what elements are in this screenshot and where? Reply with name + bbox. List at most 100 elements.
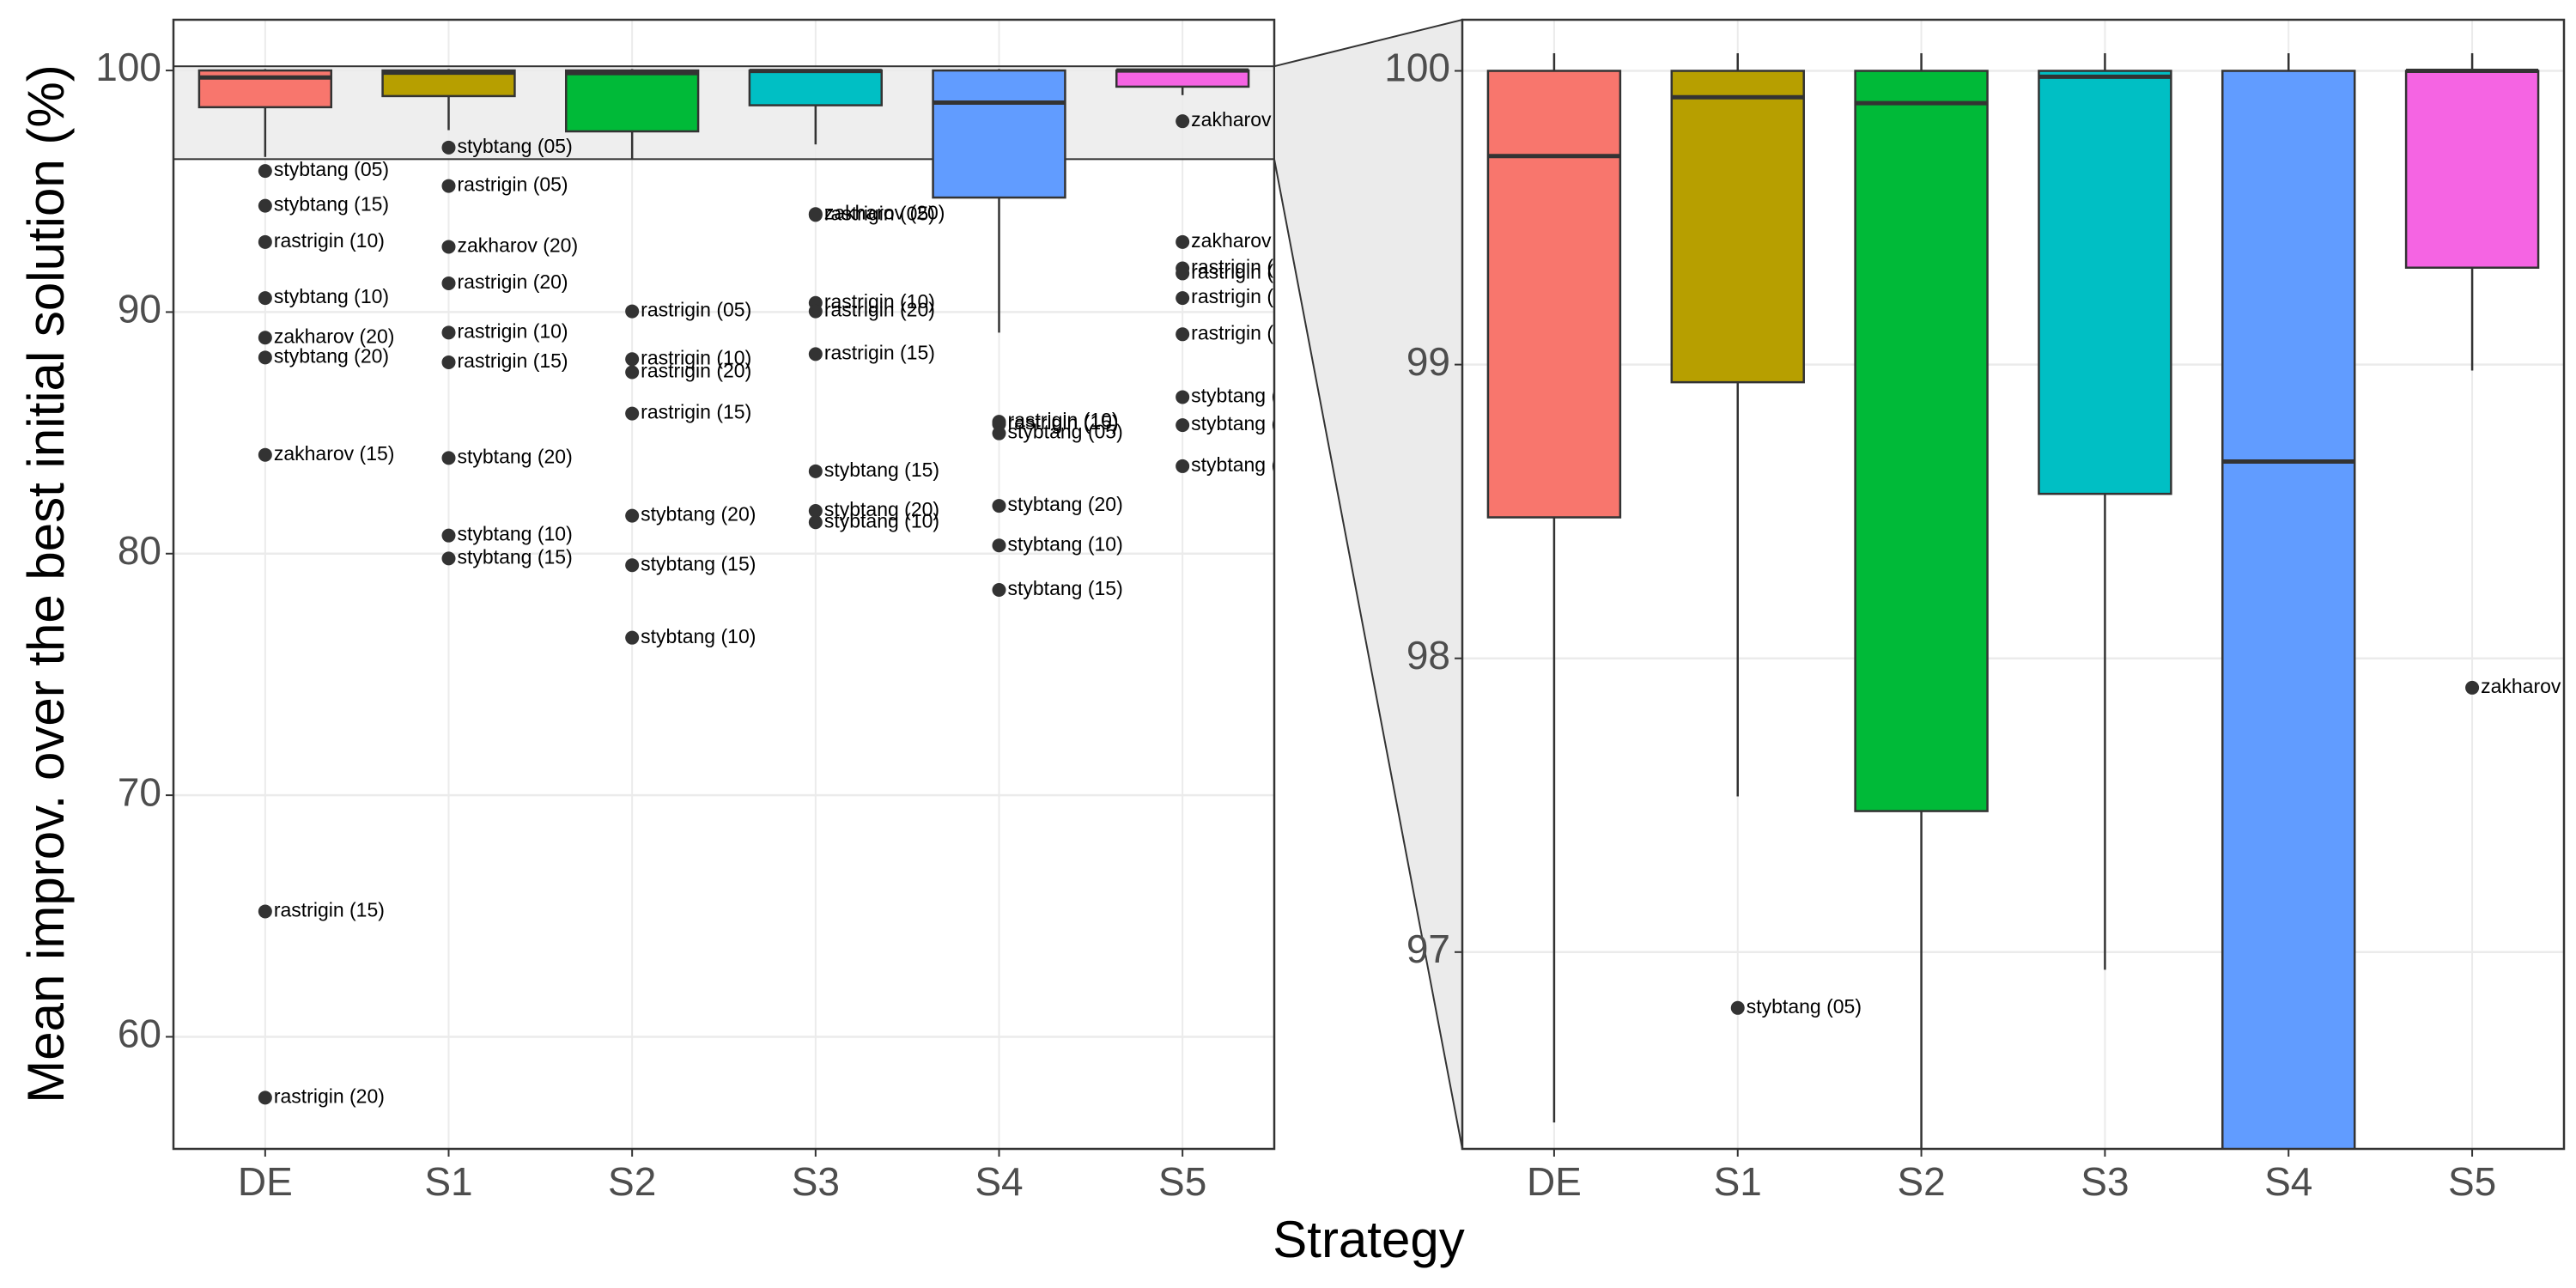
box bbox=[1854, 70, 1989, 812]
outlier-label: stybtang (05) bbox=[1008, 421, 1123, 443]
x-axis-title: Strategy bbox=[1273, 1211, 1464, 1268]
outlier bbox=[1176, 418, 1190, 433]
outlier-label: stybtang (10) bbox=[458, 523, 573, 545]
outlier bbox=[441, 276, 456, 290]
outlier bbox=[808, 464, 823, 478]
outlier bbox=[625, 304, 640, 319]
outlier bbox=[441, 528, 456, 543]
outlier-label: rastrigin (05) bbox=[641, 299, 751, 321]
outlier bbox=[1176, 114, 1190, 129]
x-tick-label: S2 bbox=[1897, 1159, 1945, 1204]
panel-border bbox=[172, 18, 1276, 1151]
outlier-label: rastrigin (15) bbox=[641, 401, 751, 423]
outlier bbox=[441, 240, 456, 254]
outlier bbox=[258, 164, 272, 179]
outlier-label: stybtang (10) bbox=[824, 509, 939, 532]
outlier bbox=[1176, 266, 1190, 281]
outlier-label: zakharov (15) bbox=[1191, 229, 1312, 252]
outlier bbox=[808, 503, 823, 518]
outlier-label: stybtang (20) bbox=[274, 344, 389, 367]
zoom-connector bbox=[1273, 18, 1463, 1150]
x-tick-label: S2 bbox=[608, 1159, 656, 1204]
outlier bbox=[808, 347, 823, 361]
outlier-label: stybtang (20) bbox=[1008, 493, 1123, 515]
outlier bbox=[2465, 680, 2480, 695]
outlier-label: zakharov (20) bbox=[458, 234, 579, 257]
outlier-label: stybtang (10) bbox=[1008, 532, 1123, 555]
outlier-label: rastrigin (20) bbox=[274, 1084, 385, 1107]
x-tick-label: S4 bbox=[2264, 1159, 2312, 1204]
box bbox=[564, 69, 700, 133]
box bbox=[2404, 70, 2540, 269]
outlier bbox=[441, 325, 456, 340]
outlier-label: rastrigin (05) bbox=[458, 173, 568, 196]
outlier bbox=[258, 291, 272, 306]
outlier bbox=[441, 551, 456, 566]
outlier-label: stybtang (20) bbox=[824, 498, 939, 520]
y-tick-label: 99 bbox=[1406, 339, 1450, 384]
y-tick-label: 97 bbox=[1406, 927, 1450, 971]
outlier-label: stybtang (05) bbox=[274, 158, 389, 180]
box bbox=[932, 69, 1066, 199]
outlier-label: stybtang (15) bbox=[1008, 577, 1123, 599]
outlier-label: zakharov (15) bbox=[274, 442, 395, 465]
outlier-label: rastrigin (15) bbox=[458, 349, 568, 372]
outlier-label: stybtang (20) bbox=[1191, 385, 1306, 407]
outlier bbox=[441, 179, 456, 193]
outlier-label: rastrigin (10) bbox=[1008, 409, 1119, 431]
outlier bbox=[1176, 234, 1190, 249]
outlier-label: rastrigin (20) bbox=[641, 360, 751, 382]
outlier bbox=[625, 558, 640, 573]
x-tick-label: S1 bbox=[1714, 1159, 1762, 1204]
outlier-label: stybtang (05) bbox=[1563, 1280, 1678, 1288]
outlier-label: zakharov (20) bbox=[824, 201, 945, 223]
y-tick-label: 80 bbox=[118, 528, 161, 573]
outlier bbox=[1176, 390, 1190, 404]
panel-border bbox=[1461, 18, 2566, 1151]
y-tick-label: 70 bbox=[118, 769, 161, 814]
box bbox=[1670, 70, 1805, 384]
box bbox=[1115, 69, 1250, 88]
outlier bbox=[441, 140, 456, 155]
box bbox=[2221, 70, 2356, 1149]
outlier bbox=[258, 331, 272, 345]
outlier bbox=[258, 904, 272, 919]
outlier-label: rastrigin (20) bbox=[824, 299, 935, 321]
x-tick-label: S3 bbox=[792, 1159, 840, 1204]
outlier-label: rastrigin (15) bbox=[1008, 411, 1119, 434]
box bbox=[1486, 70, 1622, 519]
x-tick-label: S4 bbox=[975, 1159, 1023, 1204]
box bbox=[748, 69, 884, 106]
outlier-label: zakharov (05) bbox=[2481, 675, 2576, 697]
outlier-label: rastrigin (10) bbox=[458, 319, 568, 342]
outlier-label: rastrigin (10) bbox=[641, 346, 751, 368]
outlier bbox=[625, 630, 640, 645]
outlier bbox=[625, 352, 640, 367]
outlier-label: rastrigin (10) bbox=[274, 229, 385, 252]
outlier bbox=[992, 538, 1006, 553]
outlier bbox=[808, 304, 823, 319]
panel-background bbox=[173, 20, 1274, 1149]
outlier-label: rastrigin (05) bbox=[1191, 256, 1302, 278]
outlier bbox=[808, 515, 823, 530]
outlier-label: stybtang (15) bbox=[274, 193, 389, 216]
x-tick-label: DE bbox=[1527, 1159, 1582, 1204]
outlier-label: zakharov (20) bbox=[274, 325, 395, 347]
outlier-label: rastrigin (15) bbox=[1191, 321, 1302, 343]
y-tick-label: 90 bbox=[118, 287, 161, 331]
y-tick-label: 100 bbox=[95, 45, 161, 89]
outlier bbox=[258, 447, 272, 462]
outlier bbox=[1176, 327, 1190, 342]
box bbox=[2038, 70, 2172, 495]
y-tick-label: 60 bbox=[118, 1012, 161, 1056]
outlier bbox=[258, 198, 272, 213]
outlier-label: stybtang (15) bbox=[1191, 453, 1306, 476]
outlier-label: stybtang (05) bbox=[458, 135, 573, 157]
x-tick-label: S5 bbox=[1158, 1159, 1206, 1204]
outlier-label: stybtang (10) bbox=[1191, 412, 1306, 434]
zoom-band bbox=[173, 65, 1274, 161]
plot-area: stybtang (05)stybtang (15)rastrigin (10)… bbox=[1462, 20, 2576, 1288]
y-tick-label: 100 bbox=[1384, 46, 1450, 90]
outlier bbox=[1176, 291, 1190, 306]
